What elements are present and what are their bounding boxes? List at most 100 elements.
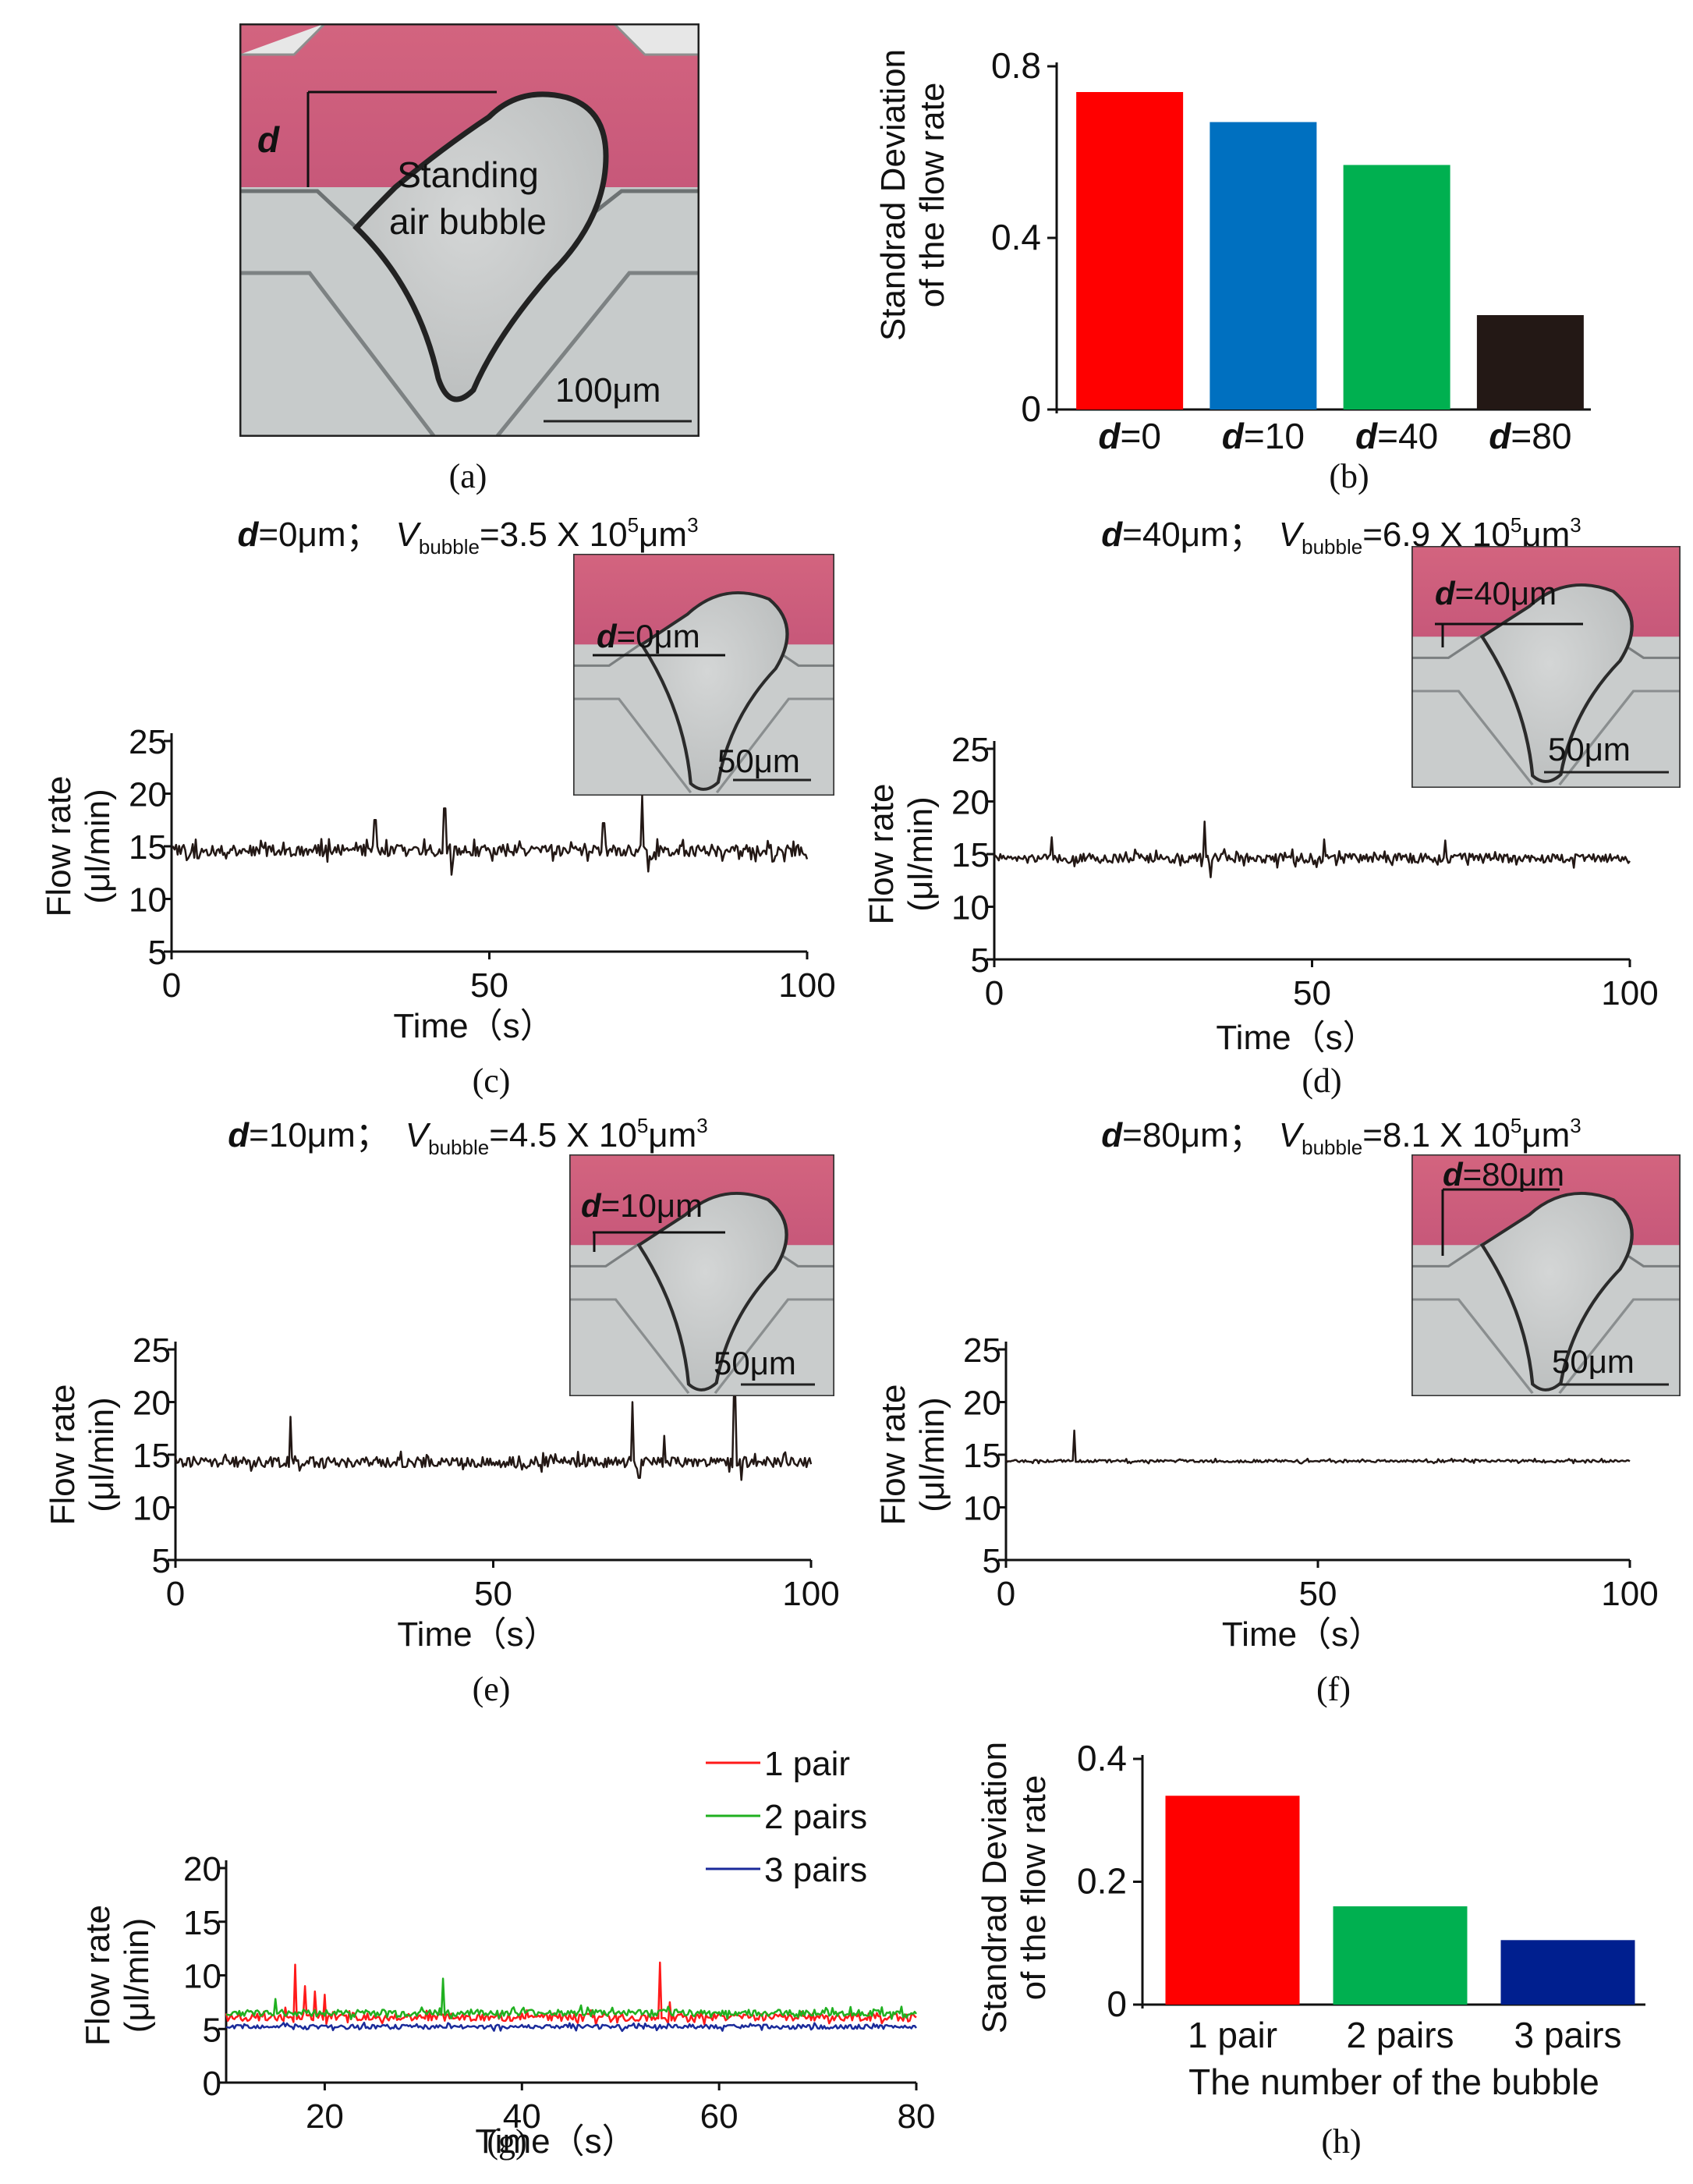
category-value: =10 [1244,416,1305,456]
inset-c-d-value: =0μm [617,618,700,654]
y-axis-label-line1: Flow rate [874,1384,912,1526]
category-symbol: d [1222,416,1245,456]
title-f-vol: =8.1 X 10 [1362,1116,1511,1154]
y-axis-label: Flow rate(μl/min) [40,776,117,917]
y-tick-label: 0.2 [1077,1861,1127,1902]
x-tick-label: 100 [1601,1575,1658,1613]
title-e: d=10μm； Vbubble=4.5 X 105μm3 [228,1114,708,1159]
chart-d: 5 10 15 20 25 0 50 100 Time（s） Flow rate(μl/min) [862,731,1659,1057]
series-line [226,1977,917,2020]
y-tick-label: 10 [129,881,167,920]
title-c-unit-exp: 3 [687,513,698,537]
title-f-unit: μm [1521,1116,1570,1154]
category-symbol: d [1098,416,1121,456]
chart-h: 0 0.2 0.4 1 pair 2 pairs 3 pairs Standrad Devi… [976,1738,1645,2102]
inset-e: d=10μm 50μm [569,1154,834,1396]
panel-a-micrograph [239,23,700,437]
svg-text:d=0μm: d=0μm [597,618,700,654]
x-tick-label: 100 [782,1575,839,1613]
inset-f: d=80μm 50μm [1411,1154,1681,1396]
bar [1210,122,1317,410]
y-axis-label-line2: (μl/min) [83,1397,121,1512]
series-line [174,1395,813,1481]
caption-d: (d) [1302,1062,1341,1100]
y-axis-label: Flow rate(μl/min) [874,1384,951,1526]
bar [1500,1940,1635,2005]
y-axis-label-line2: (μl/min) [901,796,940,912]
y-tick-label: 25 [963,1331,1001,1370]
chart-f: 5 10 15 20 25 0 50 100 Time（s） Flow rate(μl/min) [874,1331,1659,1654]
svg-text:d=80μm；Vbubble=8.1 X 105μm3: d=80μm； Vbubble=8.1 X 105μm3 [1101,1114,1581,1159]
y-tick-label: 0.4 [1077,1738,1127,1778]
y-tick-label: 15 [129,828,167,867]
y-tick-label: 15 [951,836,990,874]
title-e-exp: 5 [637,1114,648,1137]
title-f-sub: bubble [1302,1136,1362,1159]
title-c-unit: μm [639,516,687,554]
svg-text:d=10μm；Vbubble=4.5 X 105μm3: d=10μm； Vbubble=4.5 X 105μm3 [228,1114,708,1159]
chart-c: 5 10 15 20 25 0 50 100 Time（s） Flow rate(μl/min) [40,723,836,1045]
y-axis-label-line1: Flow rate [44,1384,82,1526]
title-c-v: V [396,516,422,554]
title-d-exp: 5 [1511,513,1521,537]
x-tick-label: 50 [470,966,508,1005]
y-axis-label-line2: (μl/min) [118,1918,156,2033]
y-tick-label: 10 [133,1490,171,1528]
x-axis-label: The number of the bubble [1188,2062,1599,2102]
x-axis-label: Time（s） [1222,1615,1383,1654]
y-axis-label-line2: (μl/min) [913,1397,951,1512]
legend-label: 1 pair [764,1745,850,1783]
inset-e-d-value: =10μm [601,1187,703,1224]
x-tick-label: 50 [1299,1575,1337,1613]
inset-d-d: d [1435,575,1456,612]
y-tick-label: 10 [963,1490,1001,1528]
y-tick-label: 0 [203,2065,221,2103]
x-tick-label: 60 [700,2097,738,2136]
inset-f-scale: 50μm [1552,1343,1635,1380]
category-label: 1 pair [1188,2015,1277,2055]
category-label: d=40 [1355,416,1438,456]
category-label: 3 pairs [1514,2015,1621,2055]
title-f-d-value: =80μm； [1122,1116,1263,1154]
title-e-unit: μm [648,1116,696,1154]
x-tick-label: 20 [306,2097,344,2136]
series-line [171,794,809,876]
caption-e: (e) [473,1670,511,1708]
x-axis-label: Time（s） [475,2122,636,2161]
bar [1476,315,1584,410]
x-tick-label: 0 [985,974,1004,1012]
svg-text:d=0μm；Vbubble=3.5 X 105μm3: d=0μm； Vbubble=3.5 X 105μm3 [237,513,698,558]
title-e-vol: =4.5 X 10 [489,1116,637,1154]
series-line [225,1961,917,2026]
title-e-d-value: =10μm； [249,1116,390,1154]
y-tick-label: 20 [963,1384,1001,1423]
x-axis-label: Time（s） [393,1007,554,1045]
y-tick-label: 5 [152,1542,171,1580]
panel-a: d Standing air bubble 100μm [239,23,700,437]
panel-a-d-label: d [257,119,280,160]
category-label: 2 pairs [1346,2015,1454,2055]
y-tick-label: 20 [133,1384,171,1423]
inset-c-scale: 50μm [717,743,800,779]
legend-label: 3 pairs [764,1851,867,1889]
caption-c: (c) [473,1062,511,1100]
y-tick-label: 0 [1107,1984,1127,2024]
y-tick-label: 5 [971,941,990,980]
y-axis-label: Standrad Deviationof the flow rate [976,1742,1053,2033]
category-symbol: d [1489,416,1511,456]
y-tick-label: 0.8 [991,45,1041,86]
title-c-d: d [237,516,259,554]
y-axis-label: Flow rate(μl/min) [862,784,940,925]
x-tick-label: 0 [166,1575,185,1613]
x-tick-label: 0 [162,966,181,1005]
y-tick-label: 0 [1021,388,1041,429]
title-f-exp: 5 [1511,1114,1521,1137]
y-axis-label-line2: of the flow rate [1015,1775,1053,2001]
title-f-unit-exp: 3 [1570,1114,1581,1137]
y-tick-label: 0.4 [991,217,1041,257]
y-tick-label: 5 [203,2011,221,2049]
y-tick-label: 25 [951,731,990,769]
scale-bar-label: 100μm [555,371,661,410]
